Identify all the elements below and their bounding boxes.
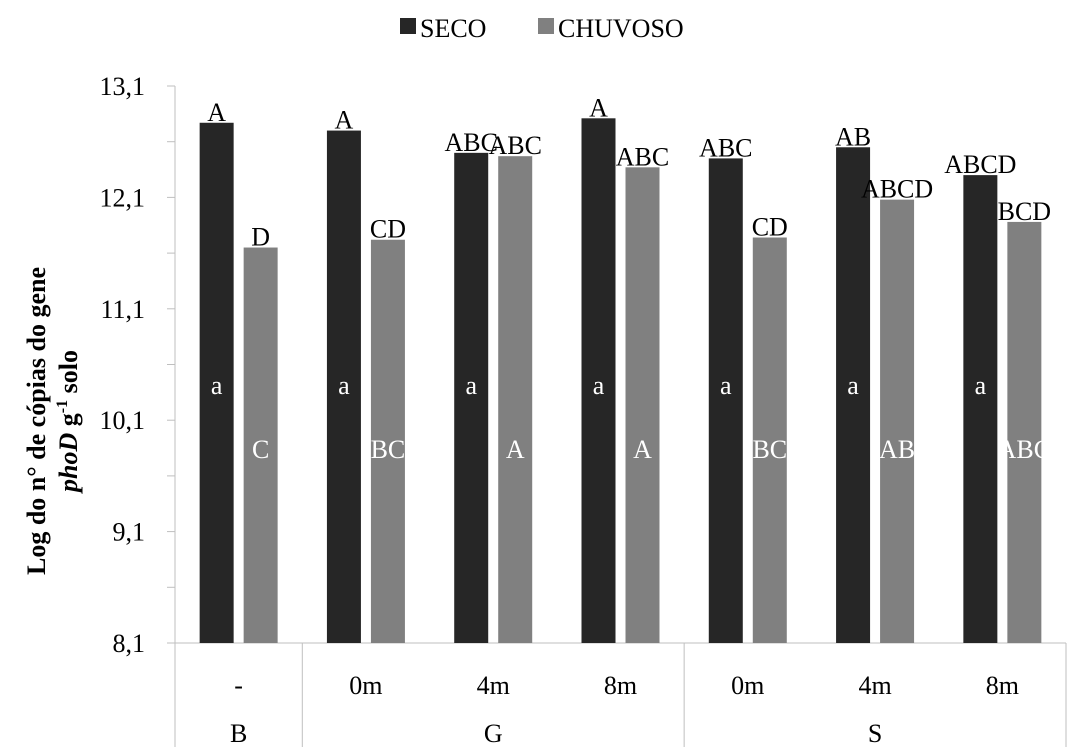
x-category-label: 0m (731, 671, 764, 700)
bar-inner-label: A (506, 435, 525, 464)
x-group-label: B (230, 719, 247, 747)
x-category-label: - (234, 671, 243, 700)
bar-top-label: CD (370, 215, 406, 244)
y-tick-label: 9,1 (113, 518, 146, 547)
legend-swatch-seco (400, 18, 416, 34)
y-tick-label: 11,1 (100, 295, 145, 324)
bar-seco (581, 118, 616, 643)
bar-top-label: A (207, 98, 226, 127)
axes: 13,1 12,1 11,1 10,1 9,1 8,1 - 0m 4m 8m 0m 4m 8m B G S (100, 72, 1067, 747)
x-category-label: 4m (858, 671, 891, 700)
y-axis-title: Log do n° de cópias do gene phoD g-1 sol… (22, 267, 83, 575)
bar-top-label: ABC (616, 142, 669, 171)
y-tick-label: 13,1 (100, 72, 146, 101)
bar-top-label: ABC (488, 131, 541, 160)
bars (199, 118, 1042, 644)
y-axis-title-line1: Log do n° de cópias do gene (22, 267, 51, 575)
y-tick-label: 10,1 (100, 406, 146, 435)
legend-label-seco: SECO (420, 14, 486, 43)
bar-top-label: A (589, 93, 608, 122)
bar-top-label: ABC (444, 128, 497, 157)
bar-chuvoso (498, 156, 533, 643)
bar-chuvoso (625, 167, 660, 643)
x-category-label: 8m (986, 671, 1019, 700)
bar-seco (708, 158, 743, 643)
legend-swatch-chuvoso (538, 18, 554, 34)
x-category-label: 8m (604, 671, 637, 700)
bar-inner-label: a (720, 371, 732, 400)
bar-top-label: AB (835, 122, 871, 151)
bar-chuvoso (370, 239, 405, 643)
bar-seco (199, 122, 234, 643)
bar-chuvoso (752, 237, 787, 643)
bar-seco (963, 175, 998, 643)
bar-inner-label: ABC (998, 435, 1051, 464)
bar-chuvoso (1007, 221, 1042, 643)
bar-seco (326, 130, 361, 643)
x-category-label: 0m (349, 671, 382, 700)
x-group-label: S (868, 719, 882, 747)
bar-inner-label: C (252, 435, 269, 464)
legend: SECO CHUVOSO (400, 14, 684, 43)
bar-inner-label: a (465, 371, 477, 400)
bar-seco (454, 152, 489, 643)
x-group-label: G (484, 719, 503, 747)
bar-inner-label: a (593, 371, 605, 400)
bar-chuvoso (880, 199, 915, 644)
bar-inner-label: AB (879, 435, 915, 464)
bar-top-label: CD (752, 213, 788, 242)
bar-inner-label: a (338, 371, 350, 400)
bar-inner-label: BC (371, 435, 406, 464)
bar-top-label: ABCD (861, 175, 933, 204)
bar-top-label: ABC (699, 133, 752, 162)
data-labels: Aa Aa ABC a Aa ABC a AB a ABCD a D C CD BC ABC A ABC A CD BC… (207, 93, 1051, 464)
bar-inner-label: a (975, 371, 987, 400)
bar-chuvoso (243, 247, 278, 643)
bar-top-label: ABCD (944, 150, 1016, 179)
legend-label-chuvoso: CHUVOSO (558, 14, 684, 43)
bar-top-label: D (251, 223, 270, 252)
bar-inner-label: A (633, 435, 652, 464)
bar-top-label: BCD (998, 197, 1051, 226)
bar-top-label: A (335, 106, 354, 135)
bar-inner-label: a (847, 371, 859, 400)
bar-inner-label: a (211, 371, 223, 400)
y-tick-label: 8,1 (113, 629, 146, 658)
y-tick-label: 12,1 (100, 183, 146, 212)
y-axis-title-line2: phoD g-1 solo (54, 350, 83, 494)
x-category-label: 4m (477, 671, 510, 700)
bar-inner-label: BC (752, 435, 787, 464)
bar-seco (836, 147, 871, 643)
